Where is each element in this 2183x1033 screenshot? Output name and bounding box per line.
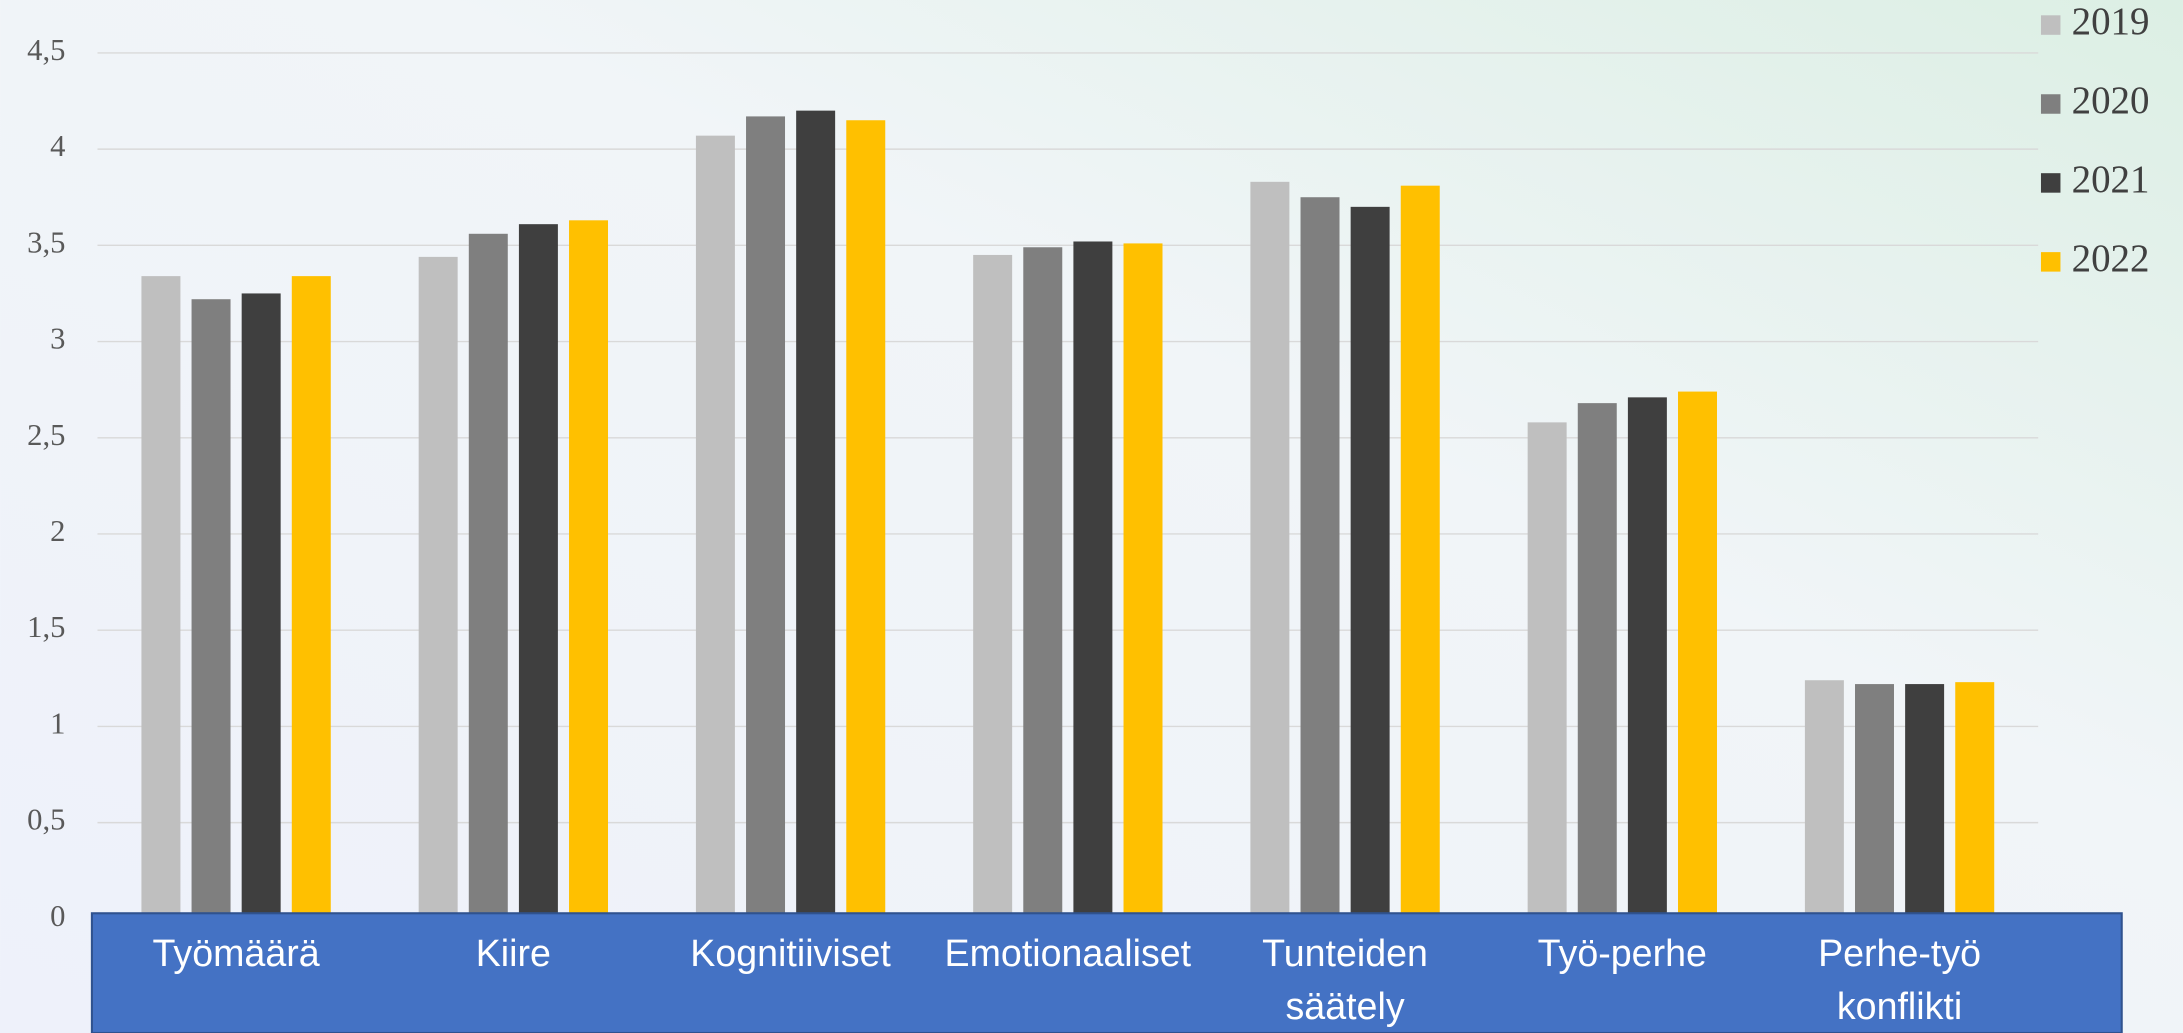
bar	[468, 233, 508, 919]
x-tick-label: Työmäärä	[152, 932, 320, 975]
bar	[518, 224, 558, 919]
legend-swatch	[2040, 173, 2061, 193]
bar	[1678, 391, 1717, 919]
bar	[1023, 247, 1063, 919]
y-tick-label: 4	[50, 129, 65, 163]
y-tick-label: 2	[50, 514, 65, 548]
bar	[418, 256, 458, 919]
bar	[1250, 181, 1290, 919]
bar	[973, 254, 1013, 919]
bar	[569, 220, 609, 919]
x-tick-label: Perhe-työ konflikti	[1818, 932, 1982, 1028]
y-tick-label: 0	[50, 899, 65, 933]
bar	[1300, 197, 1340, 919]
x-tick-label-box: Kiire	[475, 932, 551, 975]
legend-swatch	[2040, 252, 2061, 272]
bar	[1123, 243, 1163, 919]
legend-label: 2022	[2072, 237, 2150, 280]
bar	[1577, 403, 1617, 919]
bar	[746, 116, 786, 919]
bar	[1350, 206, 1390, 919]
x-tick-label-box: Työ-perhe	[1537, 932, 1707, 975]
legend-swatch	[2040, 94, 2061, 114]
legend-label: 2020	[2072, 79, 2150, 122]
y-tick-label: 4,5	[27, 33, 65, 67]
x-tick-label: Tunteiden säätely	[1262, 932, 1428, 1028]
bar	[1855, 684, 1894, 919]
bar	[191, 299, 231, 919]
bar	[241, 293, 281, 919]
bar	[1073, 241, 1113, 919]
y-tick-label: 1,5	[27, 610, 65, 644]
bar	[846, 120, 886, 919]
x-tick-label: Työ-perhe	[1537, 932, 1707, 975]
legend-label: 2021	[2072, 158, 2150, 201]
y-tick-label: 2,5	[27, 418, 65, 452]
x-tick-label: Kiire	[475, 932, 551, 975]
bar	[1627, 397, 1667, 919]
bar	[695, 135, 735, 919]
bar	[1955, 682, 1995, 919]
bar	[1527, 422, 1567, 919]
x-tick-label-box: Työmäärä	[152, 932, 320, 975]
y-tick-label: 1	[50, 706, 65, 740]
y-tick-label: 3,5	[27, 225, 65, 259]
bar	[1804, 680, 1844, 919]
x-tick-label: Kognitiiviset	[690, 932, 891, 975]
x-tick-label-box: Kognitiiviset	[690, 932, 891, 975]
x-tick-label: Emotionaaliset	[944, 932, 1192, 975]
x-tick-label-box: Emotionaaliset	[944, 932, 1192, 975]
x-tick-label-box: Perhe-työ konflikti	[1818, 932, 1982, 1028]
bar	[1400, 185, 1440, 919]
bar	[1905, 684, 1945, 919]
bar	[796, 110, 836, 919]
legend-swatch	[2040, 15, 2061, 35]
legend-label: 2019	[2072, 0, 2150, 43]
bar	[141, 276, 181, 919]
category-band	[90, 912, 2123, 1033]
y-tick-label: 0,5	[27, 803, 65, 837]
y-tick-label: 3	[50, 322, 65, 356]
bar	[291, 276, 331, 919]
x-tick-label-box: Tunteiden säätely	[1262, 932, 1428, 1028]
